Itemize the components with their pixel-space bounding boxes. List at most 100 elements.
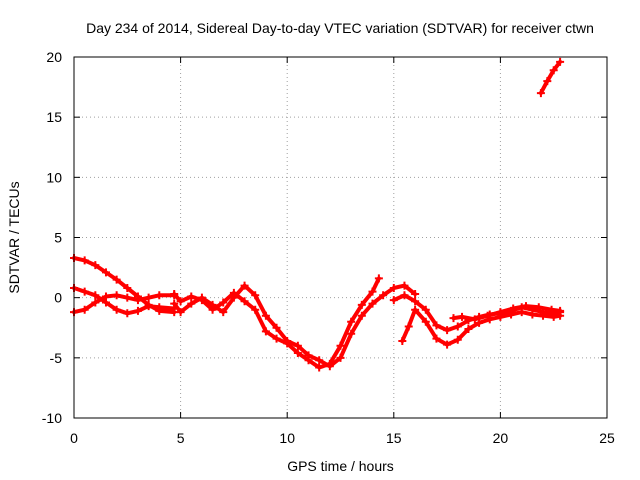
data-point (170, 290, 179, 299)
data-point (208, 305, 217, 314)
data-point (261, 311, 270, 320)
data-point (272, 323, 281, 332)
x-axis-label: GPS time / hours (287, 458, 394, 474)
series-line (172, 283, 418, 369)
data-point (187, 292, 196, 301)
data-point (144, 302, 153, 311)
data-point (336, 341, 345, 350)
data-point (449, 314, 458, 323)
x-tick-label: 10 (279, 430, 295, 446)
y-tick-label: 10 (46, 169, 62, 185)
data-point (315, 356, 324, 365)
data-point (509, 304, 518, 313)
data-point (374, 274, 383, 283)
data-point (240, 281, 249, 290)
data-point (80, 305, 89, 314)
series-line (72, 293, 177, 315)
series-line (451, 304, 563, 322)
data-point (240, 297, 249, 306)
series-track-i (536, 57, 565, 98)
data-point (549, 66, 558, 75)
data-point (283, 339, 292, 348)
data-point (112, 305, 121, 314)
data-point (251, 305, 260, 314)
x-tick-label: 5 (177, 430, 185, 446)
data-point (293, 349, 302, 358)
data-point (411, 290, 420, 299)
data-point (219, 298, 228, 307)
data-point (123, 309, 132, 318)
data-point (389, 284, 398, 293)
series-track-h (449, 302, 565, 324)
y-tick-label: -5 (50, 350, 63, 366)
x-tick-label: 0 (70, 430, 78, 446)
data-point (400, 291, 409, 300)
series-line (72, 286, 177, 316)
data-point (155, 291, 164, 300)
y-axis-label: SDTVAR / TECUs (6, 181, 22, 293)
series-track-d (170, 281, 420, 371)
data-point (453, 335, 462, 344)
data-point (123, 284, 132, 293)
data-series (70, 57, 565, 372)
data-point (219, 308, 228, 317)
grid (74, 57, 607, 418)
data-point (357, 311, 366, 320)
data-point (91, 291, 100, 300)
chart-title: Day 234 of 2014, Sidereal Day-to-day VTE… (86, 20, 594, 36)
data-point (91, 298, 100, 307)
data-point (304, 356, 313, 365)
data-point (261, 327, 270, 336)
x-tick-label: 25 (599, 430, 615, 446)
data-point (379, 291, 388, 300)
data-point (336, 353, 345, 362)
data-point (398, 336, 407, 345)
data-point (400, 281, 409, 290)
data-point (112, 275, 121, 284)
data-point (101, 292, 110, 301)
data-point (458, 312, 467, 321)
data-point (432, 334, 441, 343)
data-point (556, 57, 565, 66)
data-point (357, 300, 366, 309)
data-point (421, 305, 430, 314)
data-point (315, 363, 324, 372)
data-point (80, 256, 89, 265)
data-point (293, 341, 302, 350)
data-point (547, 305, 556, 314)
data-point (170, 299, 179, 308)
data-point (133, 296, 142, 305)
data-point (404, 322, 413, 331)
series-line (172, 276, 381, 370)
x-tick-label: 15 (386, 430, 402, 446)
data-point (112, 291, 121, 300)
data-point (272, 334, 281, 343)
y-tick-label: 5 (54, 230, 62, 246)
data-point (470, 315, 479, 324)
data-point (176, 308, 185, 317)
data-point (536, 89, 545, 98)
data-point (251, 291, 260, 300)
data-point (133, 306, 142, 315)
data-point (556, 306, 565, 315)
data-point (197, 296, 206, 305)
series-line (538, 59, 563, 96)
data-point (521, 302, 530, 311)
y-tick-label: 15 (46, 109, 62, 125)
data-point (101, 268, 110, 277)
data-point (155, 303, 164, 312)
data-point (123, 293, 132, 302)
data-point (144, 293, 153, 302)
data-point (496, 308, 505, 317)
data-point (347, 317, 356, 326)
data-point (543, 77, 552, 86)
data-point (411, 305, 420, 314)
data-point (325, 359, 334, 368)
plot-frame (73, 56, 608, 419)
y-tick-label: 0 (54, 290, 62, 306)
data-point (453, 322, 462, 331)
data-point (483, 311, 492, 320)
data-point (229, 288, 238, 297)
x-tick-label: 20 (493, 430, 509, 446)
